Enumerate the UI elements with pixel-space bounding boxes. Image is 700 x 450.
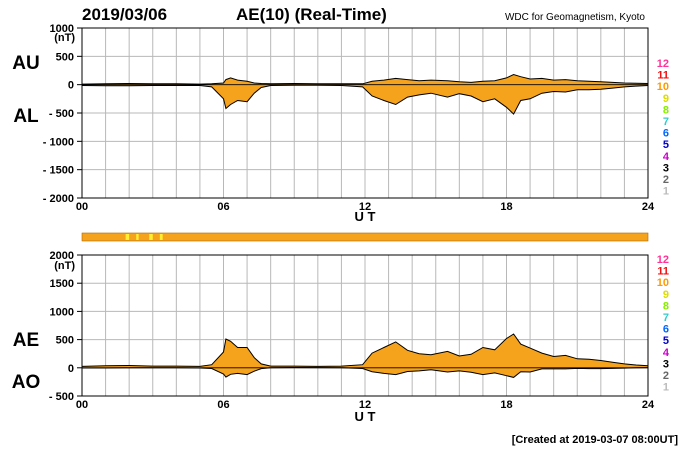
au-al-grid (82, 27, 648, 199)
series-al-line (81, 84, 649, 115)
station-count-label: 5 (663, 335, 669, 347)
x-tick-label: 18 (500, 201, 512, 213)
station-count-label: 8 (663, 300, 669, 312)
au-al-panel: 1000 500 0 - 500 - 1000 - 1500 - 2000 00 06 12 18… (12, 23, 655, 224)
station-count-label: 1 (663, 186, 669, 198)
station-count-label: 11 (657, 70, 669, 82)
x-axis-label: U T (355, 209, 376, 224)
status-bar-mark (136, 234, 139, 240)
ae-ao-frame (81, 254, 649, 397)
status-bar-fill (81, 232, 649, 242)
station-count-label: 9 (663, 93, 669, 105)
station-count-label: 12 (657, 58, 669, 70)
au-al-area (81, 73, 649, 115)
ae-label: AE (13, 330, 39, 351)
station-count-label: 4 (663, 347, 670, 359)
x-tick-label: 24 (642, 399, 655, 411)
unit-label: (nT) (54, 32, 75, 44)
x-tick-label: 00 (76, 201, 88, 213)
au-label: AU (12, 53, 39, 74)
status-bar-mark (125, 234, 130, 240)
x-tick-label: 18 (500, 399, 512, 411)
y-tick-label: - 1500 (43, 165, 74, 177)
status-bar-mark (149, 234, 153, 240)
ae-ao-y-ticks: 2000 1500 1000 500 0 - 500 (49, 250, 82, 403)
ae-ao-x-ticks: 00 06 12 18 24 (76, 399, 655, 411)
ae-ao-area (81, 333, 649, 378)
station-count-label: 7 (663, 116, 669, 128)
x-tick-label: 00 (76, 399, 88, 411)
au-al-y-ticks: 1000 500 0 - 500 - 1000 - 1500 - 2000 (43, 23, 82, 205)
y-tick-label: - 500 (49, 108, 74, 120)
x-tick-label: 24 (642, 201, 655, 213)
created-timestamp: [Created at 2019-03-07 08:00UT] (512, 434, 679, 446)
au-al-x-ticks: 00 06 12 18 24 (76, 201, 655, 213)
chart-title: AE(10) (Real-Time) (236, 5, 387, 24)
station-count-label: 2 (663, 174, 669, 186)
station-count-label: 3 (663, 162, 669, 174)
series-au-line (81, 73, 649, 85)
x-tick-label: 06 (217, 399, 229, 411)
ae-ao-panel: 2000 1500 1000 500 0 - 500 00 06 12 18 24 (nT) AE… (12, 250, 655, 424)
x-tick-label: 06 (217, 201, 229, 213)
station-count-label: 1 (663, 382, 669, 394)
y-tick-label: - 500 (49, 391, 74, 403)
station-count-label: 7 (663, 312, 669, 324)
station-count-label: 6 (663, 324, 669, 336)
source-credit: WDC for Geomagnetism, Kyoto (505, 12, 645, 23)
y-tick-label: 1000 (50, 23, 74, 35)
unit-label: (nT) (54, 260, 75, 272)
al-label: AL (13, 106, 39, 127)
status-bar-mark (159, 234, 163, 240)
station-count-label: 10 (657, 277, 669, 289)
y-tick-label: 500 (56, 51, 74, 63)
station-count-label: 5 (663, 139, 669, 151)
ao-label: AO (12, 372, 41, 393)
station-count-label: 6 (663, 128, 669, 140)
series-fill (82, 334, 648, 378)
date-title: 2019/03/06 (82, 5, 167, 24)
station-count-label: 3 (663, 358, 669, 370)
ae-ao-grid (82, 254, 648, 397)
station-count-label: 10 (657, 81, 669, 93)
station-count-label: 9 (663, 289, 669, 301)
station-count-label: 4 (663, 151, 670, 163)
y-tick-label: 500 (56, 335, 74, 347)
x-tick-label: 12 (359, 399, 371, 411)
x-tick-label: 12 (359, 201, 371, 213)
y-tick-label: 2000 (50, 250, 74, 262)
x-axis-label: U T (355, 409, 376, 424)
station-count-label: 11 (657, 266, 669, 278)
data-status-bar (81, 232, 649, 242)
station-count-label: 8 (663, 104, 669, 116)
y-tick-label: 0 (68, 80, 74, 92)
y-tick-label: 1500 (50, 278, 74, 290)
y-tick-label: - 1000 (43, 136, 74, 148)
series-ae-line (81, 333, 649, 367)
station-count-label: 2 (663, 370, 669, 382)
series-ao-line (82, 366, 649, 378)
y-tick-label: 0 (68, 363, 74, 375)
y-tick-label: - 2000 (43, 193, 74, 205)
station-count-label: 12 (657, 254, 669, 266)
y-tick-label: 1000 (50, 306, 74, 318)
